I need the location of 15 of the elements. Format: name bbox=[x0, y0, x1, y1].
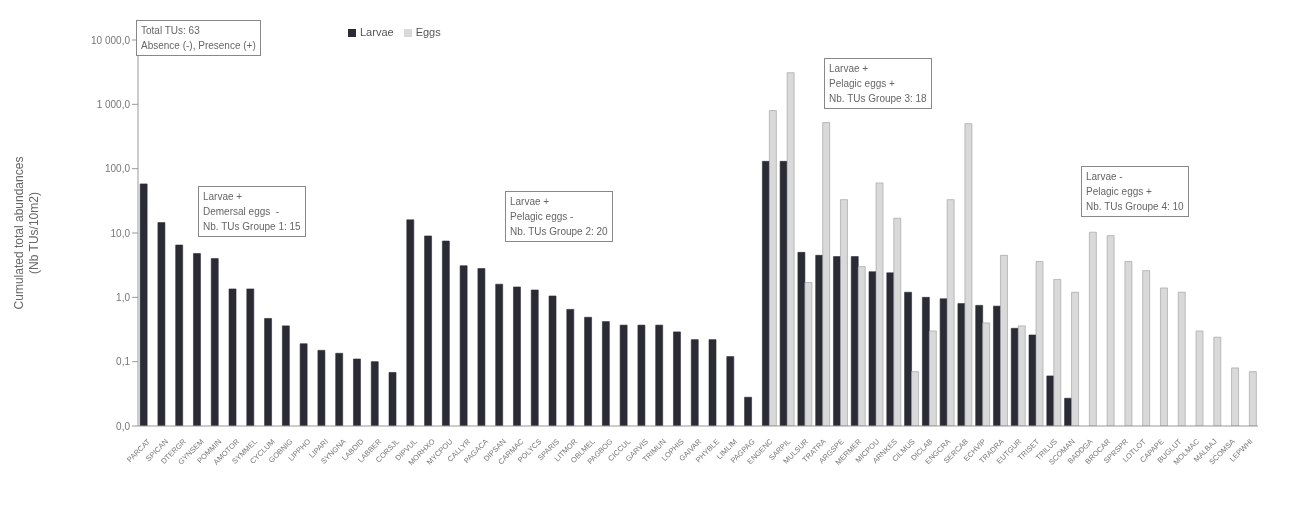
annotation: Larvae + Pelagic eggs - Nb. TUs Groupe 2: 20 bbox=[505, 191, 613, 242]
y-axis-title: Cumulated total abundances (Nb TUs/10m2) bbox=[12, 156, 41, 310]
y-tick-label: 10 000,0 bbox=[91, 34, 131, 46]
annotation: Total TUs: 63 Absence (-), Presence (+) bbox=[136, 20, 261, 56]
y-tick-label: 1,0 bbox=[116, 291, 131, 303]
annotation: Larvae + Pelagic eggs + Nb. TUs Groupe 3: 18 bbox=[824, 58, 932, 109]
y-tick-label: 100,0 bbox=[104, 163, 131, 175]
y-tick-label: 0,0 bbox=[116, 420, 131, 432]
y-tick-label: 10,0 bbox=[110, 227, 131, 239]
annotation: Larvae - Pelagic eggs + Nb. TUs Groupe 4: 10 bbox=[1081, 166, 1189, 217]
annotation: Larvae + Demersal eggs - Nb. TUs Groupe 1: 15 bbox=[198, 186, 306, 237]
legend-label: Larvae bbox=[360, 26, 394, 38]
y-tick-label: 1 000,0 bbox=[96, 98, 131, 110]
y-tick-label: 0,1 bbox=[116, 356, 131, 368]
legend-label: Eggs bbox=[415, 26, 441, 38]
